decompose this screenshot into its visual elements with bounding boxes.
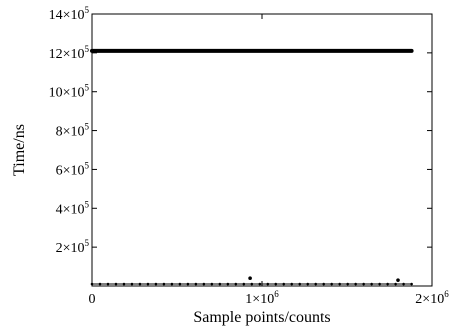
data-point	[290, 282, 294, 286]
data-point	[322, 282, 326, 286]
outlier-point	[248, 276, 252, 281]
data-point	[274, 282, 278, 286]
outlier-point	[396, 278, 400, 282]
data-point	[202, 282, 206, 286]
data-point	[314, 282, 318, 286]
y-tick-label: 14×105	[49, 5, 90, 23]
data-point	[194, 282, 198, 286]
x-tick-label: 1×106	[245, 289, 279, 307]
data-point	[258, 282, 262, 286]
data-point	[266, 282, 270, 286]
data-point	[162, 282, 166, 286]
data-point	[242, 282, 246, 286]
data-point	[378, 282, 381, 286]
data-point	[346, 282, 349, 286]
data-point	[106, 282, 110, 286]
data-point	[298, 282, 302, 286]
x-axis-label: Sample points/counts	[193, 309, 330, 326]
y-tick-label: 12×105	[49, 44, 90, 62]
y-tick-label: 8×105	[56, 122, 90, 140]
data-point	[226, 282, 230, 286]
data-point	[98, 282, 102, 286]
y-axis-ticks: 2×105 4×105 6×105 8×105 10×105 12×105 14×105	[49, 5, 432, 256]
data-point	[370, 282, 373, 286]
data-point	[402, 282, 405, 286]
data-point	[282, 282, 286, 286]
data-point	[330, 282, 334, 286]
data-point	[386, 282, 389, 286]
data-point	[362, 282, 365, 286]
data-point	[138, 282, 142, 286]
data-point	[154, 282, 158, 286]
data-point	[186, 282, 190, 286]
plot-frame	[91, 13, 433, 287]
data-point	[306, 282, 310, 286]
y-tick-label: 6×105	[56, 160, 90, 178]
data-point	[354, 282, 357, 286]
y-tick-label: 10×105	[49, 83, 90, 101]
data-point	[338, 282, 341, 286]
x-tick-label: 2×106	[415, 289, 449, 307]
data-point	[178, 282, 182, 286]
data-point	[250, 282, 254, 286]
data-point	[210, 282, 214, 286]
data-point	[90, 282, 94, 286]
y-tick-label: 4×105	[56, 199, 90, 217]
data-point	[410, 282, 413, 286]
data-point	[234, 282, 238, 286]
y-axis-label: Time/ns	[11, 124, 28, 176]
data-point	[130, 282, 134, 286]
data-marks	[90, 48, 414, 286]
data-point	[122, 282, 126, 286]
data-point	[114, 282, 118, 286]
data-point	[394, 282, 397, 286]
x-axis-ticks: 0 1×106 2×106	[89, 14, 449, 307]
x-tick-label: 0	[89, 292, 96, 307]
y-tick-label: 2×105	[56, 238, 90, 256]
data-point	[146, 282, 150, 286]
data-point	[170, 282, 174, 286]
data-point	[218, 282, 222, 286]
